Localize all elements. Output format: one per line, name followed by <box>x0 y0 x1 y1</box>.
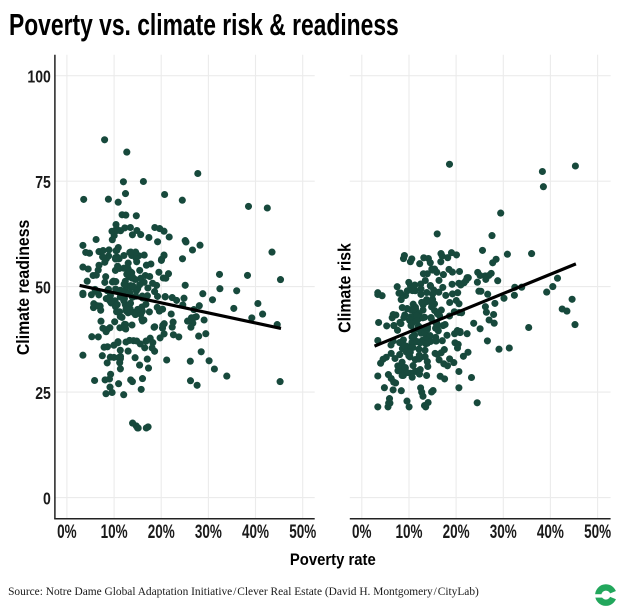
svg-text:50: 50 <box>35 278 51 298</box>
svg-text:0: 0 <box>43 489 51 509</box>
svg-text:50%: 50% <box>289 522 316 543</box>
svg-text:Climate risk: Climate risk <box>334 243 354 333</box>
svg-text:Poverty rate: Poverty rate <box>290 551 376 569</box>
svg-text:25: 25 <box>35 383 51 403</box>
svg-text:Source: Notre Dame Global Adap: Source: Notre Dame Global Adaptation Ini… <box>8 585 479 598</box>
svg-text:20%: 20% <box>443 522 470 543</box>
svg-text:30%: 30% <box>195 522 222 543</box>
svg-text:30%: 30% <box>490 522 517 543</box>
svg-text:Climate readiness: Climate readiness <box>13 220 33 355</box>
svg-text:100: 100 <box>27 67 50 87</box>
svg-text:40%: 40% <box>242 522 269 543</box>
svg-text:20%: 20% <box>148 522 175 543</box>
svg-text:10%: 10% <box>101 522 128 543</box>
svg-text:40%: 40% <box>537 522 564 543</box>
svg-text:10%: 10% <box>396 522 423 543</box>
svg-text:Poverty vs. climate risk & rea: Poverty vs. climate risk & readiness <box>9 7 399 42</box>
svg-text:50%: 50% <box>584 522 611 543</box>
svg-text:0%: 0% <box>57 522 77 543</box>
svg-text:0%: 0% <box>352 522 372 543</box>
svg-text:75: 75 <box>35 172 51 192</box>
